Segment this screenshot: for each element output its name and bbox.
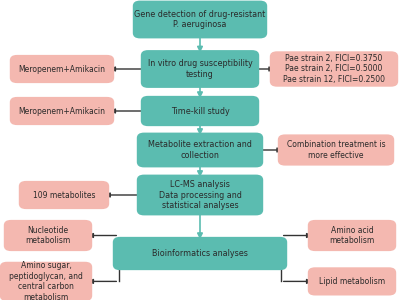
FancyBboxPatch shape xyxy=(278,134,394,166)
Text: Metabolite extraction and
collection: Metabolite extraction and collection xyxy=(148,140,252,160)
FancyBboxPatch shape xyxy=(113,237,287,270)
Text: Combination treatment is
more effective: Combination treatment is more effective xyxy=(287,140,385,160)
FancyBboxPatch shape xyxy=(133,1,267,38)
FancyBboxPatch shape xyxy=(141,50,259,88)
Text: Lipid metabolism: Lipid metabolism xyxy=(319,277,385,286)
FancyBboxPatch shape xyxy=(4,220,92,251)
FancyBboxPatch shape xyxy=(141,96,259,126)
Text: Meropenem+Amikacin: Meropenem+Amikacin xyxy=(18,106,106,116)
FancyBboxPatch shape xyxy=(137,175,263,215)
Text: Amino sugar,
peptidoglycan, and
central carbon
metabolism: Amino sugar, peptidoglycan, and central … xyxy=(9,261,83,300)
Text: In vitro drug susceptibility
testing: In vitro drug susceptibility testing xyxy=(148,59,252,79)
Text: Amino acid
metabolism: Amino acid metabolism xyxy=(329,226,375,245)
Text: LC-MS analysis
Data processing and
statistical analyses: LC-MS analysis Data processing and stati… xyxy=(158,180,242,210)
Text: Time-kill study: Time-kill study xyxy=(171,106,229,116)
FancyBboxPatch shape xyxy=(0,262,92,300)
Text: Pae strain 2, FICI=0.3750
Pae strain 2, FICI=0.5000
Pae strain 12, FICI=0.2500: Pae strain 2, FICI=0.3750 Pae strain 2, … xyxy=(283,54,385,84)
Text: Nucleotide
metabolism: Nucleotide metabolism xyxy=(25,226,71,245)
Text: Bioinformatics analyses: Bioinformatics analyses xyxy=(152,249,248,258)
FancyBboxPatch shape xyxy=(137,133,263,167)
FancyBboxPatch shape xyxy=(19,181,109,209)
FancyBboxPatch shape xyxy=(270,51,398,87)
FancyBboxPatch shape xyxy=(308,220,396,251)
Text: 109 metabolites: 109 metabolites xyxy=(33,190,95,200)
FancyBboxPatch shape xyxy=(10,55,114,83)
FancyBboxPatch shape xyxy=(308,267,396,296)
FancyBboxPatch shape xyxy=(10,97,114,125)
Text: Meropenem+Amikacin: Meropenem+Amikacin xyxy=(18,64,106,74)
Text: Gene detection of drug-resistant
P. aeruginosa: Gene detection of drug-resistant P. aeru… xyxy=(134,10,266,29)
